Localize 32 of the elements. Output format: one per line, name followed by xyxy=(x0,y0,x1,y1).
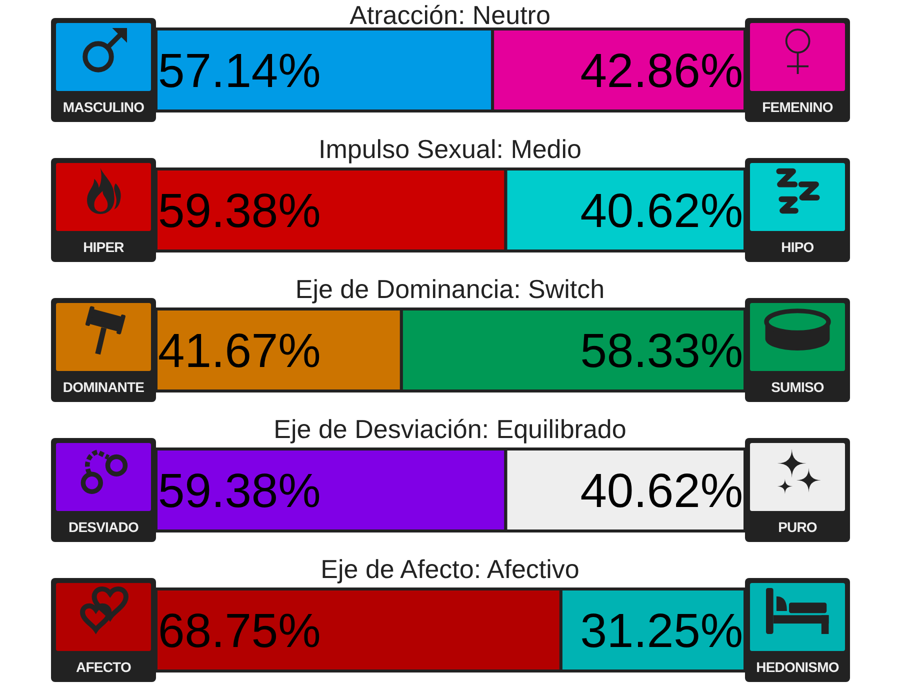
data-label: 57.14% xyxy=(158,45,321,98)
series-label: HEDONISMO xyxy=(755,658,840,677)
data-label: 31.25% xyxy=(580,605,743,658)
series-label: FEMENINO xyxy=(761,98,834,117)
data-label: 58.33% xyxy=(580,325,743,378)
series-label: MASCULINO xyxy=(62,98,146,117)
data-label: 59.38% xyxy=(158,465,321,518)
data-label: 40.62% xyxy=(580,465,743,518)
label-tile: SUMISO xyxy=(745,298,850,402)
label-tile: MASCULINO xyxy=(51,18,156,122)
series-label: DESVIADO xyxy=(68,518,140,537)
series-label: AFECTO xyxy=(75,658,132,677)
chart-title: Eje de Desviación: Equilibrado xyxy=(272,414,628,444)
chart-title: Impulso Sexual: Medio xyxy=(317,134,583,164)
label-tile: FEMENINO xyxy=(745,18,850,122)
label-tile: AFECTO xyxy=(51,578,156,682)
label-tile: HIPER xyxy=(51,158,156,262)
chart-title: Eje de Afecto: Afectivo xyxy=(320,554,580,584)
data-label: 41.67% xyxy=(158,325,321,378)
data-label: 68.75% xyxy=(158,605,321,658)
data-label: 59.38% xyxy=(158,185,321,238)
chart-title: Atracción: Neutro xyxy=(348,0,552,30)
label-tile: HEDONISMO xyxy=(745,578,850,682)
label-tile: DOMINANTE xyxy=(51,298,156,402)
chart-title: Eje de Dominancia: Switch xyxy=(294,274,606,304)
label-tile: HIPO xyxy=(745,158,850,262)
data-label: 42.86% xyxy=(580,45,743,98)
series-label: DOMINANTE xyxy=(62,378,146,397)
series-label: SUMISO xyxy=(770,378,825,397)
label-tile: DESVIADO xyxy=(51,438,156,542)
data-label: 40.62% xyxy=(580,185,743,238)
label-tile: PURO xyxy=(745,438,850,542)
